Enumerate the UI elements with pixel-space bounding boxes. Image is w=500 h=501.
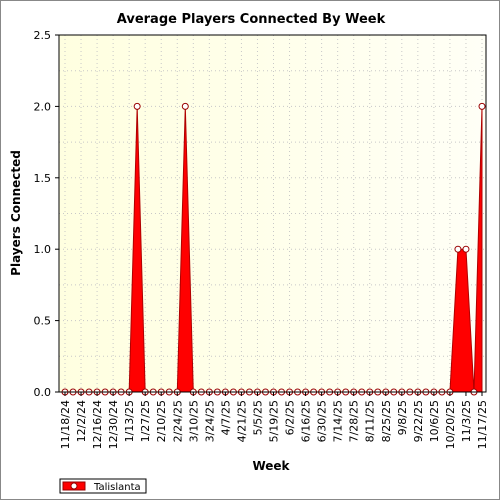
x-tick-label: 11/3/25 [460, 400, 473, 442]
x-tick-label: 8/25/25 [380, 400, 393, 442]
y-tick-label: 2.0 [34, 100, 52, 113]
x-tick-label: 11/17/25 [476, 400, 489, 449]
legend-marker [70, 482, 78, 490]
chart-title: Average Players Connected By Week [117, 12, 386, 27]
x-tick-label: 12/16/24 [91, 400, 104, 449]
data-point [181, 102, 189, 110]
x-tick-label: 1/13/25 [123, 400, 136, 442]
plot-area [59, 35, 486, 392]
x-tick-label: 8/11/25 [364, 400, 377, 442]
x-tick-label: 3/24/25 [203, 400, 216, 442]
y-axis-title: Players Connected [9, 150, 23, 276]
y-tick-label: 1.0 [34, 243, 52, 256]
legend: Talislanta [59, 478, 147, 494]
y-tick-label: 0.0 [34, 386, 52, 399]
x-tick-label: 2/24/25 [171, 400, 184, 442]
x-tick-label: 3/10/25 [187, 400, 200, 442]
x-tick-label: 7/14/25 [332, 400, 345, 442]
data-point [454, 245, 462, 253]
legend-label: Talislanta [93, 482, 141, 493]
x-tick-label: 5/5/25 [251, 400, 264, 435]
data-point [462, 245, 470, 253]
y-tick-label: 2.5 [34, 29, 52, 42]
x-tick-label: 9/22/25 [412, 400, 425, 442]
x-axis-title: Week [252, 459, 290, 473]
x-tick-label: 6/30/25 [316, 400, 329, 442]
y-tick-label: 1.5 [34, 172, 52, 185]
x-tick-label: 9/8/25 [396, 400, 409, 435]
y-tick-label: 0.5 [34, 315, 52, 328]
x-tick-label: 10/20/25 [444, 400, 457, 449]
x-tick-label: 4/21/25 [235, 400, 248, 442]
y-axis: 0.0 0.5 1.0 1.5 2.0 2.5 [34, 29, 59, 399]
x-tick-label: 5/19/25 [268, 400, 281, 442]
x-tick-label: 11/18/24 [59, 400, 72, 449]
x-tick-label: 6/2/25 [284, 400, 297, 435]
x-tick-label: 2/10/25 [155, 400, 168, 442]
x-tick-label: 7/28/25 [348, 400, 361, 442]
x-tick-label: 1/27/25 [139, 400, 152, 442]
x-tick-label: 12/30/24 [107, 400, 120, 449]
x-tick-label: 6/16/25 [300, 400, 313, 442]
plot-border [58, 34, 487, 393]
data-point [133, 102, 141, 110]
x-tick-label: 10/6/25 [428, 400, 441, 442]
x-axis: 11/18/24 12/2/24 12/16/24 12/30/24 1/13/25 1/… [59, 392, 489, 449]
x-tick-label: 4/7/25 [219, 400, 232, 435]
x-tick-label: 12/2/24 [75, 400, 88, 442]
data-point [478, 102, 486, 110]
